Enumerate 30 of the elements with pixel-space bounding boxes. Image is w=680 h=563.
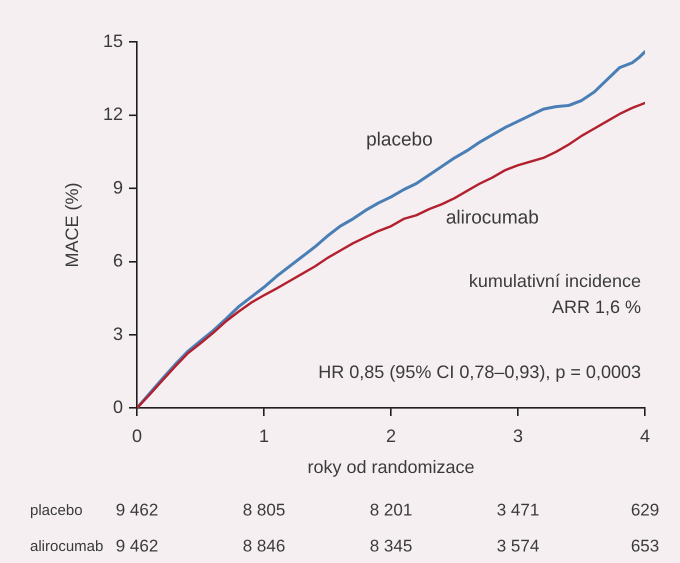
text: placebo xyxy=(30,502,83,520)
text: 8 345 xyxy=(370,536,412,556)
text: 9 462 xyxy=(116,500,158,520)
x-tick-label: 1 xyxy=(258,426,270,446)
annotation: ARR 1,6 % xyxy=(552,297,641,318)
x-tick-label: 3 xyxy=(512,426,524,446)
text: 3 471 xyxy=(496,500,540,520)
y-axis-title: MACE (%) xyxy=(62,182,82,268)
text: 653 xyxy=(630,536,660,556)
text: 3 574 xyxy=(496,536,540,556)
text: 629 xyxy=(630,500,660,520)
y-tick-label: 0 xyxy=(112,396,123,417)
y-tick-label: 3 xyxy=(112,324,123,344)
x-tick-label: 0 xyxy=(132,426,142,446)
y-tick-label: 6 xyxy=(112,250,123,271)
y-tick-label: 12 xyxy=(102,104,123,124)
annotation: HR 0,85 (95% CI 0,78–0,93), p = 0,0003 xyxy=(318,362,641,382)
text: 9 462 xyxy=(116,536,158,556)
series-label: placebo xyxy=(366,129,433,150)
annotation: kumulativní incidence xyxy=(468,271,641,292)
x-tick-label: 2 xyxy=(386,426,396,446)
text: 8 846 xyxy=(242,536,286,556)
x-tick-label: 4 xyxy=(640,426,650,446)
y-tick-label: 9 xyxy=(112,177,123,198)
text: 8 201 xyxy=(370,500,412,520)
x-axis-title: roky od randomizace xyxy=(307,457,475,478)
text: alirocumab xyxy=(30,538,104,556)
text: 8 805 xyxy=(242,500,286,520)
y-tick-label: 15 xyxy=(102,30,123,51)
series-label: alirocumab xyxy=(446,207,539,228)
